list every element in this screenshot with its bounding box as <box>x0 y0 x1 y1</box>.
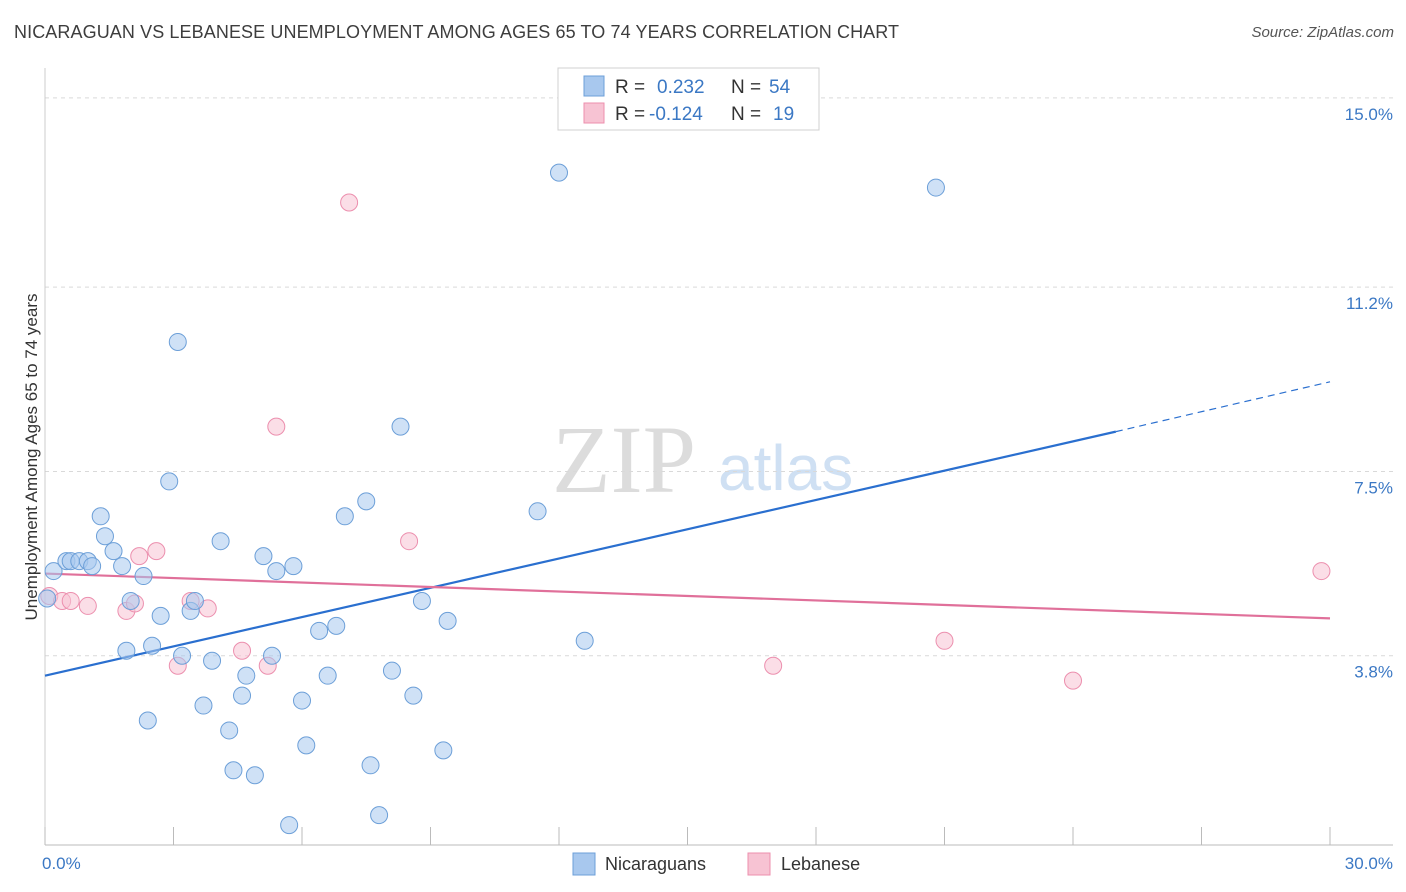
point-nicaraguans <box>237 666 256 685</box>
point-nicaraguans <box>211 532 230 551</box>
point-nicaraguans <box>263 646 282 665</box>
point-nicaraguans <box>528 502 547 521</box>
point-nicaraguans <box>143 636 162 655</box>
point-nicaraguans <box>113 557 132 576</box>
legend-swatch-nicaraguans <box>572 852 596 876</box>
legend-label-lebanese: Lebanese <box>781 854 860 874</box>
watermark-atlas: atlas <box>718 432 853 504</box>
point-nicaraguans <box>550 163 568 182</box>
gridlines <box>45 97 1393 657</box>
point-nicaraguans <box>284 557 303 576</box>
legend-swatch-pink <box>583 102 605 124</box>
legend-swatch-blue <box>583 75 605 97</box>
point-nicaraguans <box>318 666 337 685</box>
point-nicaraguans <box>438 611 457 630</box>
point-nicaraguans <box>151 606 170 625</box>
point-nicaraguans <box>382 661 401 680</box>
legend-r-value: 0.232 <box>657 77 705 98</box>
point-lebanese <box>61 591 80 610</box>
legend-n-label: N = <box>731 77 761 98</box>
x-tick-label-max: 30.0% <box>1345 854 1393 873</box>
point-lebanese <box>1312 562 1331 581</box>
point-nicaraguans <box>327 616 346 635</box>
y-tick-labels: 3.8% 7.5% 11.2% 15.0% <box>1345 105 1393 682</box>
point-nicaraguans <box>160 472 179 491</box>
y-tick-label: 11.2% <box>1346 294 1393 313</box>
legend-r-label: R = <box>615 104 645 125</box>
y-axis-label: Unemployment Among Ages 65 to 74 years <box>22 294 41 621</box>
point-lebanese <box>78 596 97 615</box>
point-nicaraguans <box>297 736 316 755</box>
legend-r-label: R = <box>615 77 645 98</box>
point-nicaraguans <box>254 547 273 566</box>
point-nicaraguans <box>95 527 114 546</box>
axes <box>44 68 1393 846</box>
point-nicaraguans <box>168 332 187 351</box>
point-nicaraguans <box>434 741 453 760</box>
point-nicaraguans <box>91 507 110 526</box>
point-nicaraguans <box>926 178 945 197</box>
point-nicaraguans <box>121 591 140 610</box>
point-lebanese <box>233 641 252 660</box>
point-lebanese <box>340 193 359 212</box>
trend-line-nicaraguans <box>44 430 1117 677</box>
point-nicaraguans <box>280 816 299 835</box>
point-nicaraguans <box>412 591 431 610</box>
point-nicaraguans <box>293 691 311 710</box>
trend-line-lebanese <box>44 572 1331 620</box>
legend-n-value: 54 <box>769 77 791 98</box>
y-tick-label: 7.5% <box>1354 478 1393 497</box>
legend-n-label: N = <box>731 104 761 125</box>
point-nicaraguans <box>138 711 157 730</box>
point-nicaraguans <box>38 589 57 608</box>
point-nicaraguans <box>245 766 264 785</box>
source-label: Source: ZipAtlas.com <box>1251 24 1394 41</box>
point-nicaraguans <box>83 557 102 576</box>
x-tick-label-min: 0.0% <box>42 854 81 873</box>
legend-swatch-lebanese <box>747 852 771 876</box>
trend-line-nicaraguans-extension <box>1115 381 1331 433</box>
point-nicaraguans <box>134 567 153 586</box>
y-tick-label: 15.0% <box>1345 105 1393 124</box>
point-nicaraguans <box>117 641 136 660</box>
point-nicaraguans <box>370 806 389 825</box>
point-nicaraguans <box>44 562 63 581</box>
point-nicaraguans <box>173 646 192 665</box>
point-lebanese <box>400 532 419 551</box>
point-lebanese <box>130 547 149 566</box>
point-nicaraguans <box>335 507 354 526</box>
legend-r-value: -0.124 <box>649 104 703 125</box>
watermark-zip: ZIP <box>552 406 696 513</box>
point-nicaraguans <box>404 686 423 705</box>
point-lebanese <box>1064 671 1082 690</box>
point-nicaraguans <box>104 542 123 561</box>
trend-lines <box>44 381 1331 677</box>
legend-top: R = 0.232 N = 54 R = -0.124 N = 19 <box>557 67 820 131</box>
point-nicaraguans <box>391 417 410 436</box>
point-lebanese <box>764 656 783 675</box>
point-lebanese <box>147 542 166 561</box>
point-nicaraguans <box>185 591 204 610</box>
point-nicaraguans <box>310 621 329 640</box>
legend-label-nicaraguans: Nicaraguans <box>605 854 706 874</box>
point-lebanese <box>935 631 954 650</box>
point-nicaraguans <box>194 696 213 715</box>
point-nicaraguans <box>233 686 252 705</box>
chart-title: NICARAGUAN VS LEBANESE UNEMPLOYMENT AMON… <box>14 22 900 42</box>
point-lebanese <box>267 417 286 436</box>
legend-n-value: 19 <box>773 104 794 125</box>
y-tick-label: 3.8% <box>1354 663 1393 682</box>
point-nicaraguans <box>220 721 239 740</box>
point-nicaraguans <box>575 631 594 650</box>
point-nicaraguans <box>361 756 380 775</box>
point-nicaraguans <box>267 562 286 581</box>
point-nicaraguans <box>224 761 243 780</box>
data-points <box>38 163 1331 835</box>
point-nicaraguans <box>357 492 376 511</box>
legend-bottom: Nicaraguans Lebanese <box>572 852 860 876</box>
point-nicaraguans <box>203 651 222 670</box>
